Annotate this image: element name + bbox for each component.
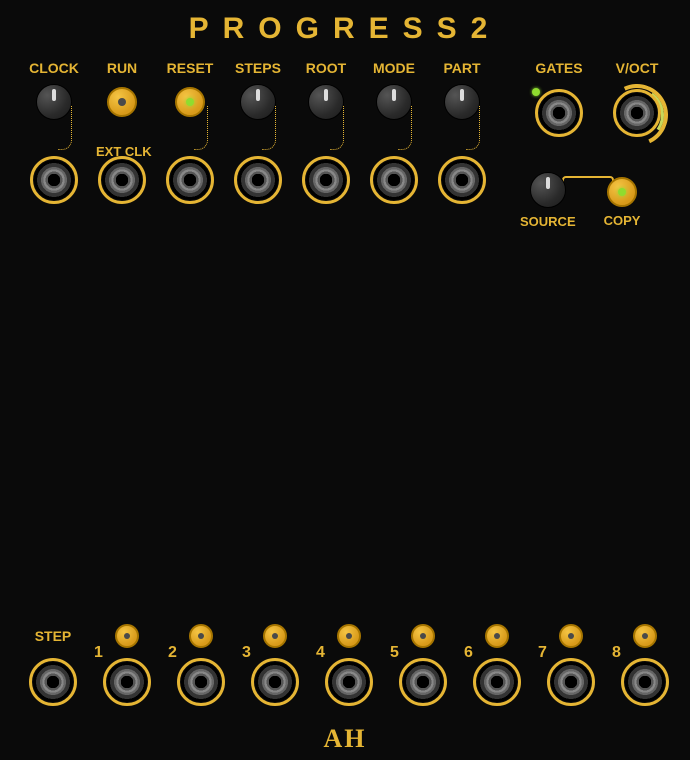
mode-knob[interactable] [376, 84, 412, 120]
voct-jack[interactable] [617, 93, 657, 133]
part-label: PART [443, 60, 480, 76]
step-5-jack[interactable] [403, 662, 443, 702]
part-knob[interactable] [444, 84, 480, 120]
step-1-column: 1 [90, 618, 164, 710]
root-jack[interactable] [306, 160, 346, 200]
brand-logo: AH [324, 724, 367, 754]
clock-label: CLOCK [29, 60, 79, 76]
clock-column: CLOCK [20, 60, 88, 120]
part-jack[interactable] [442, 160, 482, 200]
step-8-led[interactable] [633, 624, 657, 648]
copy-label: COPY [604, 213, 641, 228]
step-8-number: 8 [612, 644, 621, 662]
step-8-column: 8 [608, 618, 682, 710]
step-5-number: 5 [390, 644, 399, 662]
step-4-led[interactable] [337, 624, 361, 648]
step-6-column: 6 [460, 618, 534, 710]
copy-button[interactable] [607, 177, 637, 207]
mode-label: MODE [373, 60, 415, 76]
step-1-led[interactable] [115, 624, 139, 648]
step-6-jack[interactable] [477, 662, 517, 702]
step-8-jack[interactable] [625, 662, 665, 702]
part-column: PART [428, 60, 496, 120]
clock-knob[interactable] [36, 84, 72, 120]
step-2-led[interactable] [189, 624, 213, 648]
step-7-jack[interactable] [551, 662, 591, 702]
top-jack-row [20, 160, 496, 200]
step-1-jack[interactable] [107, 662, 147, 702]
steps-knob[interactable] [240, 84, 276, 120]
reset-button[interactable] [175, 87, 205, 117]
voct-output: V/OCT [600, 60, 674, 136]
module-title: PROGRESS2 [0, 0, 690, 46]
clock-jack[interactable] [34, 160, 74, 200]
reset-column: RESET [156, 60, 224, 120]
run-button[interactable] [107, 87, 137, 117]
step-2-column: 2 [164, 618, 238, 710]
step-section: STEP 1 2 3 4 5 6 7 8 [16, 618, 682, 710]
step-header-label: STEP [35, 628, 72, 644]
copy-column: COPY [604, 174, 641, 228]
step-4-column: 4 [312, 618, 386, 710]
step-2-jack[interactable] [181, 662, 221, 702]
source-column: SOURCE [520, 172, 576, 229]
gates-jack[interactable] [539, 93, 579, 133]
steps-column: STEPS [224, 60, 292, 120]
step-2-number: 2 [168, 644, 177, 662]
root-column: ROOT [292, 60, 360, 120]
reset-jack[interactable] [170, 160, 210, 200]
step-6-number: 6 [464, 644, 473, 662]
step-4-number: 4 [316, 644, 325, 662]
root-label: ROOT [306, 60, 346, 76]
steps-label: STEPS [235, 60, 281, 76]
step-3-jack[interactable] [255, 662, 295, 702]
gates-output: GATES [524, 60, 594, 136]
step-5-column: 5 [386, 618, 460, 710]
mode-column: MODE [360, 60, 428, 120]
step-3-led[interactable] [263, 624, 287, 648]
run-column: RUN [88, 60, 156, 120]
run-label: RUN [107, 60, 137, 76]
steps-jack[interactable] [238, 160, 278, 200]
gates-led [532, 88, 540, 96]
step-header-column: STEP [16, 618, 90, 710]
root-knob[interactable] [308, 84, 344, 120]
step-header-jack[interactable] [33, 662, 73, 702]
step-7-column: 7 [534, 618, 608, 710]
source-knob[interactable] [530, 172, 566, 208]
ext-clk-jack[interactable] [102, 160, 142, 200]
step-4-jack[interactable] [329, 662, 369, 702]
step-5-led[interactable] [411, 624, 435, 648]
step-3-column: 3 [238, 618, 312, 710]
reset-label: RESET [167, 60, 214, 76]
step-7-led[interactable] [559, 624, 583, 648]
voct-label: V/OCT [616, 60, 659, 76]
gates-label: GATES [535, 60, 582, 76]
source-copy-row: SOURCE COPY [520, 172, 640, 229]
step-1-number: 1 [94, 644, 103, 662]
source-label: SOURCE [520, 214, 576, 229]
mode-jack[interactable] [374, 160, 414, 200]
step-7-number: 7 [538, 644, 547, 662]
step-6-led[interactable] [485, 624, 509, 648]
step-3-number: 3 [242, 644, 251, 662]
